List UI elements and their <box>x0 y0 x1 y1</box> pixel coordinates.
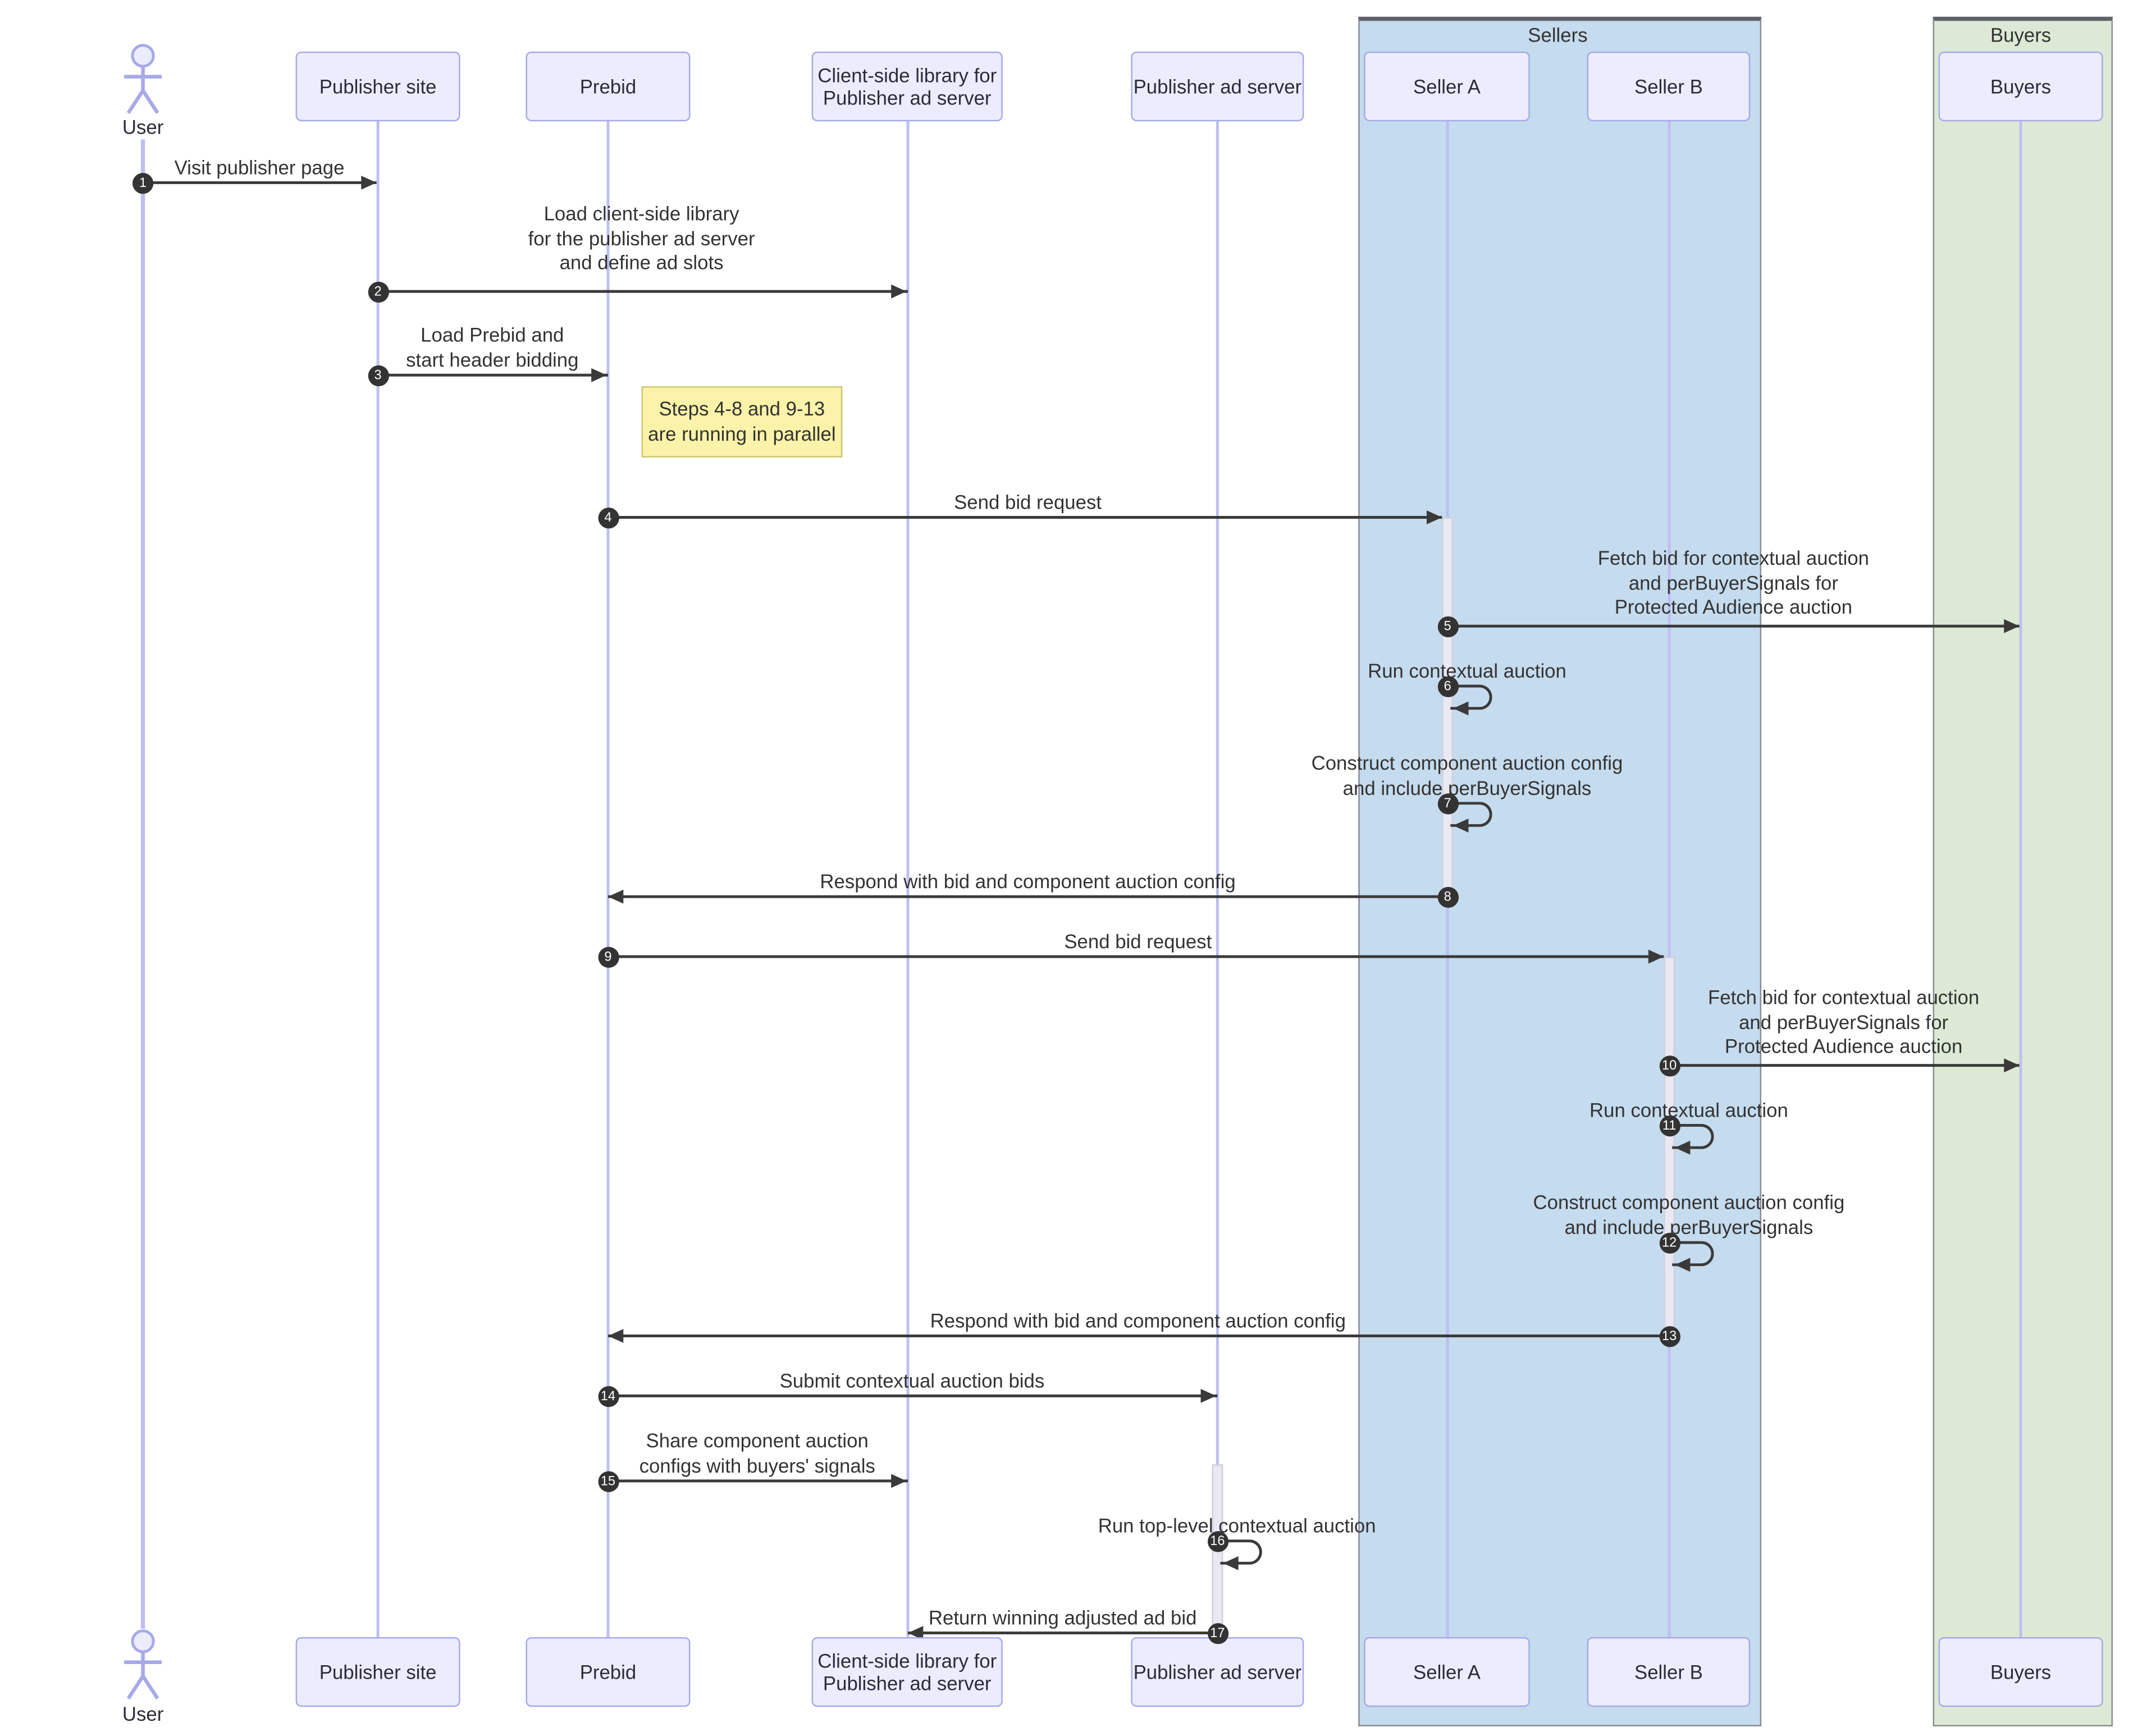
message-arrow-3 <box>378 373 608 377</box>
participant-bottom-seller-b: Seller B <box>1587 1637 1751 1707</box>
lifeline-user <box>141 139 145 1629</box>
participant-bottom-seller-a: Seller A <box>1364 1637 1530 1707</box>
arrowhead-8 <box>607 889 624 903</box>
step-badge-13: 13 <box>1659 1325 1680 1347</box>
step-badge-11: 11 <box>1659 1114 1680 1136</box>
message-arrow-5 <box>1447 624 2020 628</box>
lifeline-prebid <box>606 118 610 1638</box>
user-actor-label-bottom: User <box>122 1702 164 1725</box>
participant-top-ad-server: Publisher ad server <box>1131 51 1304 122</box>
arrowhead-7 <box>1453 819 1469 833</box>
message-label-11: Run contextual auction <box>1589 1099 1788 1121</box>
user-actor-icon-bottom <box>124 1629 162 1700</box>
arrowhead-12 <box>1675 1258 1691 1272</box>
note-parallel-steps: Steps 4-8 and 9-13 are running in parall… <box>641 386 843 458</box>
lifeline-seller-b <box>1668 118 1671 1638</box>
message-label-6: Run contextual auction <box>1368 659 1566 682</box>
step-badge-15: 15 <box>597 1470 619 1492</box>
arrowhead-10 <box>2004 1057 2020 1072</box>
message-label-14: Submit contextual auction bids <box>779 1369 1045 1392</box>
user-actor-icon <box>124 44 162 114</box>
message-label-9: Send bid request <box>1064 930 1212 953</box>
step-badge-12: 12 <box>1659 1232 1680 1253</box>
participant-top-seller-b: Seller B <box>1587 51 1751 122</box>
message-arrow-13 <box>607 1334 1664 1338</box>
message-arrow-1 <box>143 181 377 185</box>
message-label-13: Respond with bid and component auction c… <box>930 1309 1346 1332</box>
message-arrow-14 <box>607 1394 1218 1398</box>
arrowhead-6 <box>1453 701 1469 716</box>
arrowhead-2 <box>891 284 907 298</box>
message-label-10: Fetch bid for contextual auction and per… <box>1707 986 1980 1058</box>
arrowhead-4 <box>1426 509 1442 524</box>
lifeline-client-lib <box>906 118 910 1638</box>
step-badge-10: 10 <box>1659 1055 1680 1076</box>
lifeline-ad-server <box>1216 118 1219 1638</box>
participant-top-prebid: Prebid <box>526 51 691 122</box>
step-badge-2: 2 <box>367 281 389 302</box>
message-label-4: Send bid request <box>954 491 1102 514</box>
participant-top-client-lib: Client-side library for Publisher ad ser… <box>811 51 1003 122</box>
message-label-15: Share component auction configs with buy… <box>639 1429 875 1477</box>
message-arrow-9 <box>607 954 1664 958</box>
message-label-17: Return winning adjusted ad bid <box>928 1606 1197 1629</box>
self-loop-16 <box>1220 1539 1262 1565</box>
message-label-5: Fetch bid for contextual auction and per… <box>1597 546 1870 618</box>
self-loop-11 <box>1672 1123 1714 1149</box>
arrowhead-14 <box>1200 1388 1216 1402</box>
participant-bottom-buyers: Buyers <box>1938 1637 2103 1707</box>
arrowhead-1 <box>361 175 377 189</box>
message-arrow-2 <box>378 290 908 294</box>
message-label-12: Construct component auction config and i… <box>1533 1191 1845 1238</box>
arrowhead-15 <box>891 1473 907 1488</box>
group-label-sellers: Sellers <box>1528 24 1588 46</box>
arrowhead-13 <box>607 1328 624 1342</box>
self-loop-6 <box>1450 684 1492 710</box>
message-label-1: Visit publisher page <box>174 156 345 179</box>
lifeline-buyers <box>2019 118 2023 1638</box>
arrowhead-11 <box>1675 1140 1691 1155</box>
step-badge-8: 8 <box>1437 886 1458 907</box>
step-badge-4: 4 <box>597 506 619 528</box>
lifeline-publisher-site <box>376 118 380 1638</box>
message-arrow-4 <box>607 515 1442 519</box>
participant-bottom-publisher-site: Publisher site <box>295 1637 460 1707</box>
step-badge-6: 6 <box>1437 675 1458 697</box>
arrowhead-16 <box>1223 1556 1239 1570</box>
step-badge-14: 14 <box>597 1385 619 1406</box>
participant-bottom-client-lib: Client-side library for Publisher ad ser… <box>811 1637 1003 1707</box>
step-badge-17: 17 <box>1207 1622 1228 1644</box>
user-actor-label-top: User <box>122 116 164 138</box>
participant-top-seller-a: Seller A <box>1364 51 1530 122</box>
self-loop-12 <box>1672 1241 1714 1267</box>
self-loop-7 <box>1450 802 1492 827</box>
arrowhead-5 <box>2004 618 2020 633</box>
step-badge-16: 16 <box>1207 1530 1228 1552</box>
message-arrow-17 <box>907 1631 1218 1635</box>
message-label-3: Load Prebid and start header bidding <box>406 323 579 371</box>
step-badge-9: 9 <box>597 946 619 967</box>
message-arrow-15 <box>607 1479 908 1483</box>
step-badge-7: 7 <box>1437 793 1458 814</box>
message-label-2: Load client-side library for the publish… <box>528 202 755 274</box>
group-buyers <box>1933 16 2113 1726</box>
group-sellers <box>1358 16 1762 1726</box>
group-label-buyers: Buyers <box>1990 24 2052 46</box>
message-label-8: Respond with bid and component auction c… <box>820 870 1236 893</box>
step-badge-5: 5 <box>1437 615 1458 637</box>
participant-bottom-prebid: Prebid <box>526 1637 691 1707</box>
step-badge-1: 1 <box>132 172 154 194</box>
participant-top-buyers: Buyers <box>1938 51 2103 122</box>
message-arrow-8 <box>607 895 1442 899</box>
arrowhead-17 <box>907 1625 924 1639</box>
message-label-16: Run top-level contextual auction <box>1098 1514 1376 1537</box>
message-arrow-10 <box>1669 1063 2020 1067</box>
participant-top-publisher-site: Publisher site <box>295 51 460 122</box>
arrowhead-3 <box>591 367 607 382</box>
step-badge-3: 3 <box>367 364 389 386</box>
arrowhead-9 <box>1648 949 1664 963</box>
message-label-7: Construct component auction config and i… <box>1311 751 1623 799</box>
participant-bottom-ad-server: Publisher ad server <box>1131 1637 1304 1707</box>
